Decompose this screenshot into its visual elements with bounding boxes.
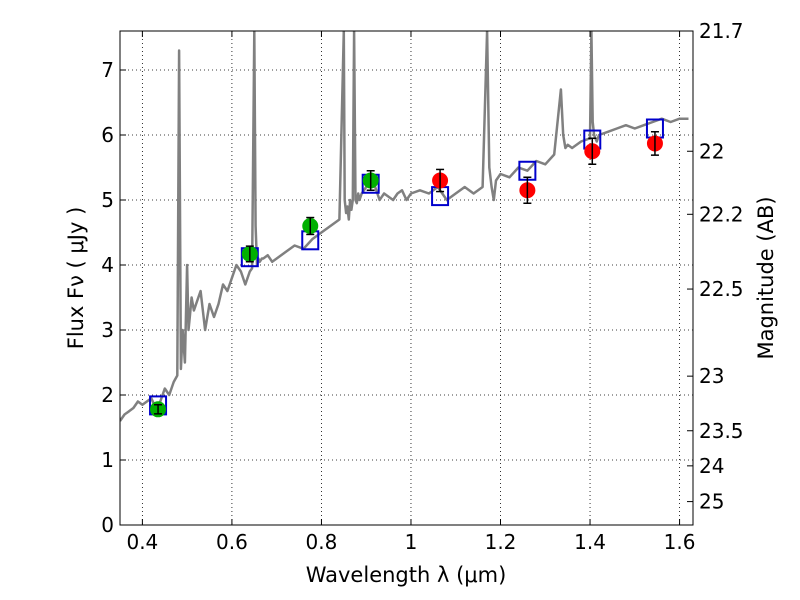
x-tick-label: 1.6 — [664, 530, 696, 554]
y2-tick-label: 22 — [699, 139, 724, 163]
axis-ticks — [120, 30, 693, 526]
y-tick-label: 6 — [101, 123, 114, 147]
y2-tick-label: 22.2 — [699, 202, 744, 226]
x-tick-label: 1 — [405, 530, 418, 554]
y2-tick-label: 21.7 — [699, 19, 744, 43]
y-tick-label: 7 — [101, 58, 114, 82]
tick-labels: 0.4 0.6 0.8 1 1.2 1.4 1.60123456721.72222.222.… — [101, 19, 743, 554]
y2-tick-label: 23.5 — [699, 419, 744, 443]
y-tick-label: 1 — [101, 448, 114, 472]
plot-frame — [119, 30, 694, 526]
x-tick-label: 0.8 — [306, 530, 338, 554]
y-axis-label: Flux Fν ( μJy ) — [64, 207, 88, 350]
spectrum — [120, 31, 689, 422]
y-tick-label: 4 — [101, 253, 114, 277]
y2-tick-label: 25 — [699, 490, 724, 514]
photometry-points — [149, 118, 664, 418]
y2-tick-label: 22.5 — [699, 277, 744, 301]
x-tick-label: 1.2 — [485, 530, 517, 554]
y2-axis-label: Magnitude (AB) — [754, 196, 778, 359]
spectrum-line — [120, 31, 689, 422]
y-tick-label: 5 — [101, 188, 114, 212]
y2-tick-label: 23 — [699, 364, 724, 388]
y-tick-label: 3 — [101, 318, 114, 342]
y2-tick-label: 24 — [699, 454, 724, 478]
y-tick-label: 0 — [101, 513, 114, 537]
x-tick-label: 0.6 — [216, 530, 248, 554]
y-tick-label: 2 — [101, 383, 114, 407]
x-axis-label: Wavelength λ (μm) — [306, 563, 507, 587]
x-tick-label: 0.4 — [126, 530, 158, 554]
x-tick-label: 1.4 — [574, 530, 606, 554]
